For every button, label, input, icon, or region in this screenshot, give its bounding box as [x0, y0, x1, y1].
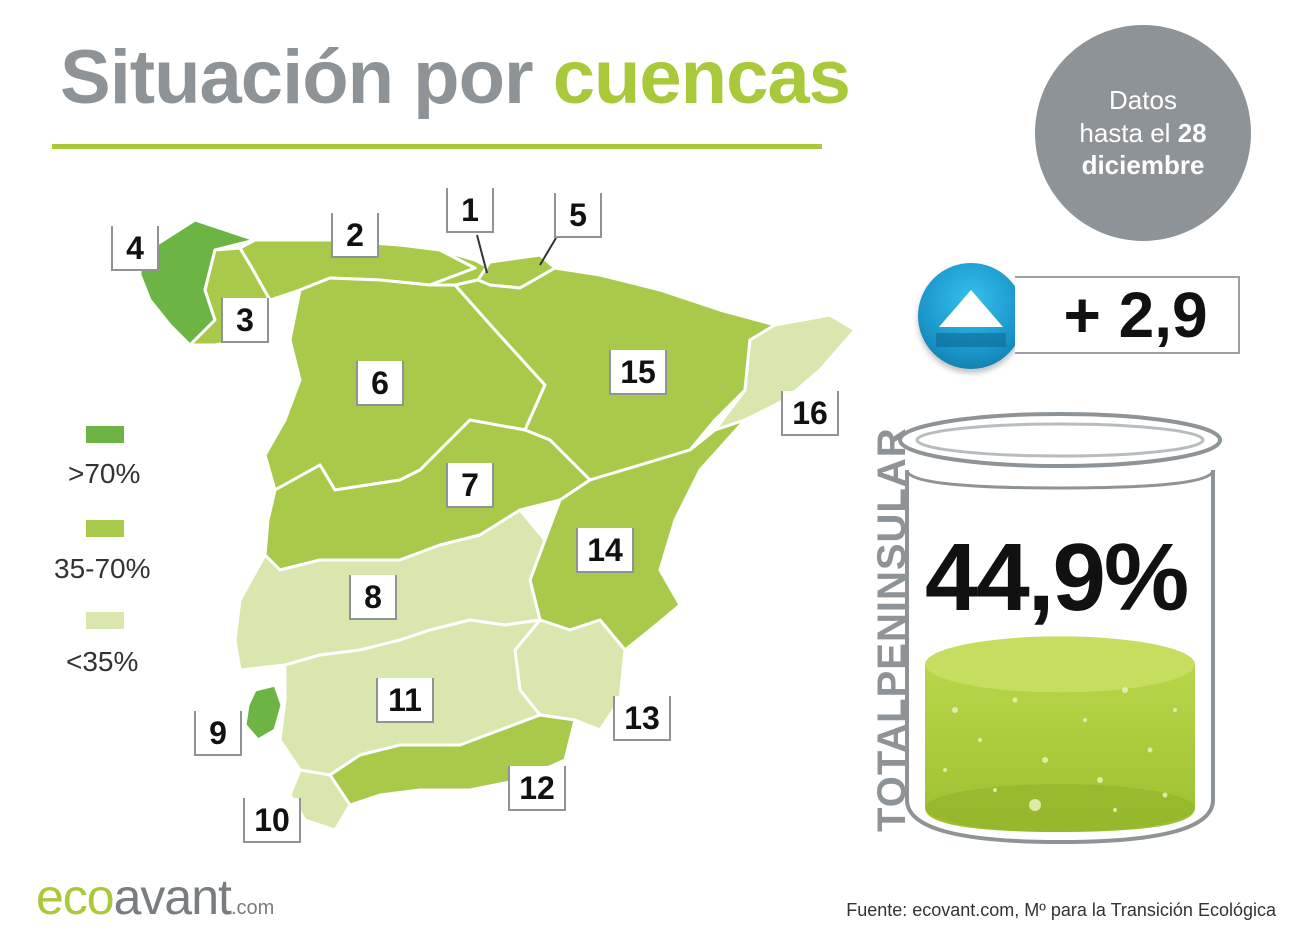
basin-region-12 — [328, 713, 577, 807]
up-arrow-shape — [936, 290, 1006, 347]
basin-tag-13: 13 — [613, 696, 671, 741]
basin-tag-7: 7 — [446, 463, 494, 508]
legend-label-high: >70% — [68, 458, 141, 489]
basin-tag-9: 9 — [194, 711, 242, 756]
basin-region-9 — [243, 683, 284, 742]
basin-tag-2: 2 — [331, 213, 379, 258]
basin-tag-14: 14 — [576, 528, 634, 573]
basin-tag-11: 11 — [376, 678, 434, 723]
ecoavant-logo: ecoavant.com — [36, 869, 275, 925]
basin-number-10: 10 — [254, 802, 290, 838]
date-note-month: diciembre — [1081, 150, 1205, 181]
date-note-line2: hasta el 28 — [1079, 117, 1207, 148]
basin-number-8: 8 — [364, 579, 382, 615]
basin-tag-8: 8 — [349, 575, 397, 620]
basin-tag-10: 10 — [243, 798, 301, 843]
legend-label-low: <35% — [66, 646, 139, 677]
basin-number-6: 6 — [371, 365, 389, 401]
reservoir-liquid-surface — [925, 636, 1195, 693]
basin-number-14: 14 — [587, 532, 623, 568]
basin-number-16: 16 — [792, 395, 828, 431]
basin-tag-4: 4 — [111, 226, 159, 271]
basin-tag-16: 16 — [781, 391, 839, 436]
basin-tag-5: 5 — [539, 193, 602, 266]
basin-number-5: 5 — [569, 197, 587, 233]
basin-number-7: 7 — [461, 467, 479, 503]
basin-number-15: 15 — [620, 354, 656, 390]
basin-number-11: 11 — [388, 682, 422, 718]
basin-number-2: 2 — [346, 217, 364, 253]
basin-number-4: 4 — [126, 230, 144, 266]
basin-region-16 — [713, 313, 857, 432]
reserve-change-badge: + 2,9 — [1015, 276, 1240, 354]
basin-number-13: 13 — [624, 700, 660, 736]
basin-region-10 — [288, 768, 352, 832]
legend-swatch-high — [86, 426, 124, 443]
basin-tag-1: 1 — [446, 188, 494, 274]
basin-tag-15: 15 — [609, 350, 667, 395]
title-underline — [52, 144, 822, 149]
basin-tag-6: 6 — [356, 361, 404, 406]
date-note-line1: Datos — [1109, 85, 1177, 116]
basin-tag-3: 3 — [221, 298, 269, 343]
total-peninsular-label: TOTALPENINSULAR — [870, 427, 914, 832]
reservoir-jar — [898, 412, 1222, 845]
legend-swatch-mid — [86, 520, 124, 537]
basin-number-3: 3 — [236, 302, 254, 338]
date-note-circle: Datos hasta el 28 diciembre — [1035, 25, 1251, 241]
legend-swatch-low — [86, 612, 124, 629]
basin-tag-12: 12 — [508, 766, 566, 811]
basin-number-9: 9 — [209, 715, 227, 751]
basin-number-1: 1 — [461, 192, 479, 228]
up-arrow-icon — [918, 263, 1024, 369]
page-title: Situación por cuencas — [60, 35, 851, 120]
total-percent: 44,9% — [925, 524, 1189, 631]
legend-label-mid: 35-70% — [54, 553, 151, 584]
source-note: Fuente: ecovant.com, Mº para la Transici… — [846, 900, 1276, 920]
basin-number-12: 12 — [519, 770, 555, 806]
